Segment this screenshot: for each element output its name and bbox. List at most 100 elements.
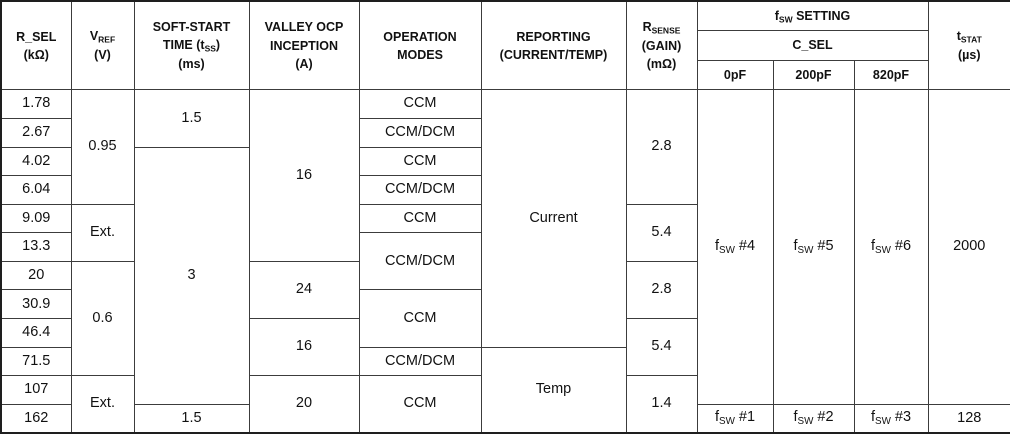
header-fsw-setting: fSW SETTING [696,0,929,32]
fsw-number: #6 [890,237,912,254]
cell-r-sel: 162 [0,403,72,434]
cell-r-sense: 2.8 [625,260,698,320]
cell-fsw-820pf: fSW #3 [853,403,929,434]
table-row-8: 30.9 CCM [0,289,1010,348]
fsw-value: fSW #4 [714,237,755,256]
fsw-prefix: f [793,409,798,426]
cell-soft-start: 3 [133,146,250,405]
fsw-sub: SW [875,244,891,256]
fsw-value: fSW #1 [714,409,756,427]
cell-reporting: Temp [480,346,627,434]
header-v-ref-label: VREF [74,27,132,46]
cell-r-sel: 71.5 [0,346,72,377]
cell-operation-mode: CCM [358,375,482,434]
header-r-sel-label: R_SEL [16,29,57,44]
cell-r-sel: 107 [0,375,72,405]
cell-fsw-820pf: fSW #6 [853,89,929,405]
t-stat-sub: STAT [960,34,982,45]
table-row-11: 107 Ext. 20 CCM 1.4 [0,375,1010,434]
fsw-value: fSW #6 [870,237,912,256]
fsw-value: fSW #3 [870,409,912,427]
cell-valley-ocp: 16 [248,318,360,377]
header-r-sel-unit: (kΩ) [23,47,49,62]
cell-soft-start: 1.5 [133,403,250,434]
fsw-number: #1 [734,409,756,426]
cell-valley-ocp: 20 [248,375,360,434]
fsw-sub: SW [778,14,793,25]
table-row-5: 9.09 Ext. CCM 5.4 [0,203,1010,262]
header-c-sel: C_SEL [696,30,929,61]
table-row-6: 13.3 CCM/DCM [0,232,1010,291]
r-sense-main: R [642,20,652,35]
cell-r-sel: 30.9 [0,289,72,320]
cell-v-ref: 0.6 [70,260,135,377]
header-r-sense: RSENSE (GAIN) (mΩ) [625,0,698,91]
header-v-ref: VREF (V) [70,0,135,91]
header-t-stat-unit: (µs) [958,47,981,62]
fsw-sub: SW [719,244,735,256]
fsw-number: #5 [813,237,834,254]
cell-t-stat: 128 [927,403,1010,434]
cell-fsw-0pf: fSW #1 [696,403,774,434]
fsw-number: #3 [890,409,912,426]
cell-valley-ocp: 24 [248,260,360,320]
header-row-1: R_SEL (kΩ) VREF (V) SOFT-START TIME (tSS) (m… [0,0,1010,91]
header-t-stat-label: tSTAT [931,27,1009,46]
cell-valley-ocp: 16 [248,89,360,262]
soft-start-sub: SS [204,43,216,54]
cell-v-ref: Ext. [70,375,135,434]
cell-soft-start: 1.5 [133,89,250,148]
fsw-prefix: f [714,409,719,426]
cell-operation-mode: CCM [358,146,482,177]
t-stat-main: t [956,29,961,44]
header-r-sense-unit: (mΩ) [646,57,677,71]
cell-r-sel: 4.02 [0,146,72,177]
header-reporting-line1: REPORTING [516,29,591,44]
cell-v-ref: 0.95 [70,89,135,205]
table-row-3: 4.02 3 CCM [0,146,1010,405]
cell-t-stat: 2000 [927,89,1010,405]
header-soft-start-line1: SOFT-START [152,20,231,35]
cell-r-sel: 2.67 [0,117,72,148]
header-valley-unit: (A) [295,56,313,71]
cell-fsw-200pf: fSW #2 [772,403,855,434]
table-row-2: 2.67 CCM/DCM [0,117,1010,148]
cell-r-sel: 13.3 [0,232,72,262]
fsw-value: fSW #5 [793,237,834,256]
fsw-prefix: f [714,237,719,254]
cell-r-sense: 5.4 [625,203,698,262]
header-r-sense-line2: (GAIN) [641,38,682,53]
header-reporting-line2: (CURRENT/TEMP) [499,47,608,62]
cell-r-sel: 46.4 [0,318,72,348]
header-valley-line2: INCEPTION [269,38,339,53]
fsw-prefix: f [793,237,798,254]
fsw-sub: SW [719,415,735,427]
header-reporting: REPORTING (CURRENT/TEMP) [480,0,627,91]
cell-fsw-0pf: fSW #4 [696,89,774,405]
table-row-12: 162 1.5 fSW #1 fSW #2 fSW #3 128 [0,403,1010,434]
cell-r-sense: 1.4 [625,375,698,434]
cell-r-sense: 2.8 [625,89,698,205]
header-soft-start-line2: TIME (tSS) [137,36,247,55]
header-r-sel: R_SEL (kΩ) [0,0,72,91]
cell-operation-mode: CCM/DCM [358,175,482,205]
cell-reporting: Current [480,89,627,348]
header-valley-ocp: VALLEY OCP INCEPTION (A) [248,0,360,91]
header-t-stat: tSTAT (µs) [927,0,1010,91]
fsw-value: fSW #2 [793,409,834,427]
cell-operation-mode: CCM [358,89,482,119]
header-op-line2: MODES [397,47,443,62]
header-row-2: C_SEL [1,30,1010,61]
v-ref-sub: REF [98,34,116,45]
header-cap-820pf: 820pF [853,59,929,91]
header-cap-200pf: 200pF [772,59,855,91]
header-valley-line1: VALLEY OCP [264,20,344,35]
r-sense-sub: SENSE [651,25,681,36]
fsw-number: #2 [813,409,834,426]
table-row-9: 46.4 16 5.4 [0,318,1010,377]
fsw-prefix: f [870,409,875,426]
fsw-prefix: f [870,237,875,254]
fsw-rest: SETTING [792,8,851,23]
cell-r-sense: 5.4 [625,318,698,377]
